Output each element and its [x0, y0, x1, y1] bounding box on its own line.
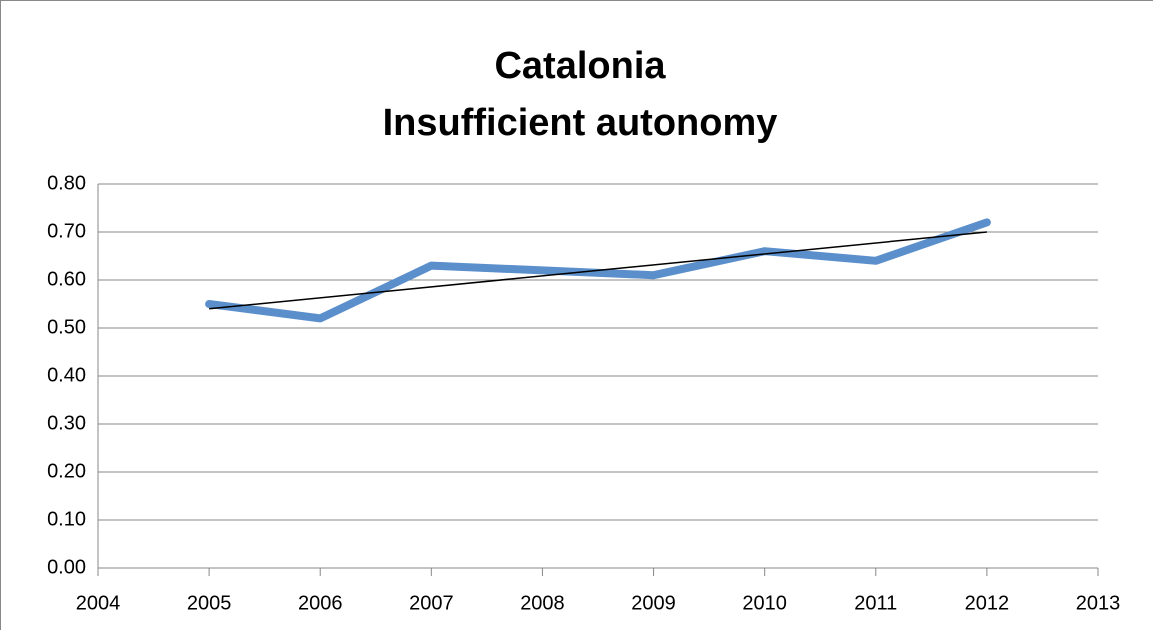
- y-tick-label: 0.60: [47, 268, 86, 290]
- trendline: [209, 231, 987, 310]
- y-tick-label: 0.70: [47, 220, 86, 242]
- data-line: [205, 218, 991, 323]
- x-tick-label: 2010: [742, 592, 787, 614]
- y-tick-label: 0.40: [47, 364, 86, 386]
- x-tick-label: 2012: [965, 592, 1010, 614]
- x-tick-label: 2008: [520, 592, 565, 614]
- y-tick-label: 0.20: [47, 460, 86, 482]
- x-tick-label: 2006: [298, 592, 343, 614]
- chart-title: Insufficient autonomy: [383, 102, 778, 144]
- x-tick-label: 2009: [631, 592, 676, 614]
- x-tick-label: 2005: [187, 592, 232, 614]
- y-tick-label: 0.50: [47, 316, 86, 338]
- y-tick-label: 0.80: [47, 172, 86, 194]
- y-tick-label: 0.30: [47, 412, 86, 434]
- y-tick-label: 0.10: [47, 508, 86, 530]
- x-tick-label: 2004: [76, 592, 121, 614]
- x-tick-label: 2011: [854, 592, 897, 614]
- x-tick-label: 2007: [409, 592, 454, 614]
- chart-title: Catalonia: [494, 45, 666, 87]
- x-tick-label: 2013: [1076, 592, 1121, 614]
- y-tick-label: 0.00: [47, 556, 86, 578]
